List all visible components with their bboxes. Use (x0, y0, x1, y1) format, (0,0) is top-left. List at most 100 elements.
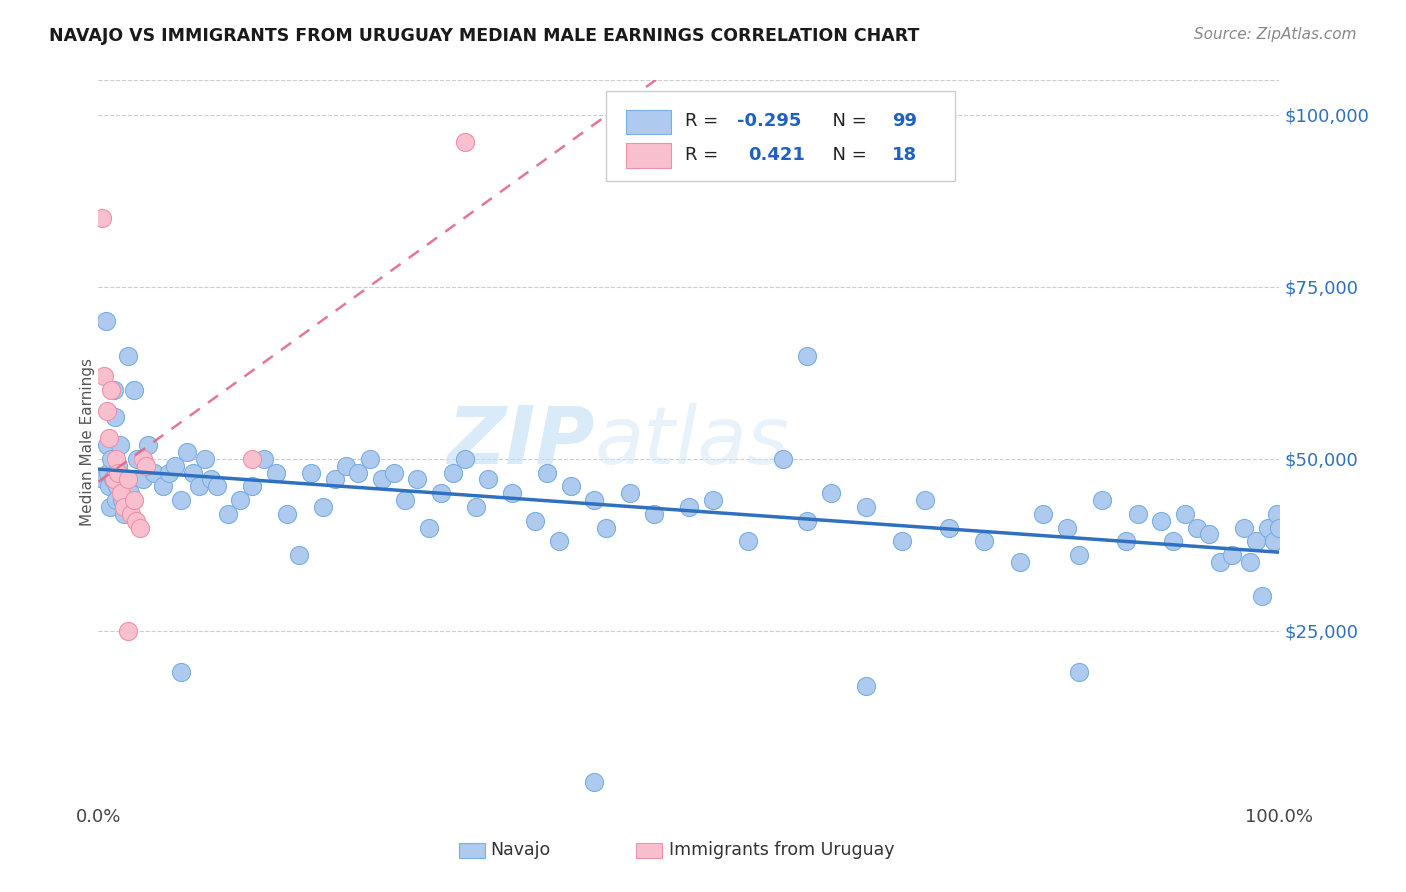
Point (1150, 514, 1173, 528)
Point (229, 493, 252, 508)
Point (187, 479, 209, 493)
Point (98, 500, 121, 514)
Text: R =: R = (685, 112, 724, 130)
Point (205, 479, 228, 493)
Point (170, 665, 193, 679)
Point (101, 472, 124, 486)
Point (276, 507, 298, 521)
Point (165, 458, 187, 473)
Point (453, 451, 475, 466)
Point (105, 479, 128, 493)
Text: N =: N = (821, 145, 873, 163)
Point (100, 451, 122, 466)
FancyBboxPatch shape (626, 143, 671, 168)
Point (120, 486, 142, 500)
Point (394, 493, 416, 508)
Point (103, 472, 125, 486)
Point (453, 135, 475, 149)
Point (619, 486, 641, 500)
FancyBboxPatch shape (458, 843, 485, 858)
Point (1067, 665, 1090, 679)
Point (855, 679, 877, 693)
Text: 18: 18 (891, 145, 917, 163)
Point (94, 314, 117, 328)
Point (583, 493, 606, 508)
Point (796, 349, 818, 363)
Point (152, 479, 174, 493)
Point (96, 438, 118, 452)
Point (194, 451, 217, 466)
Point (135, 458, 157, 473)
FancyBboxPatch shape (606, 91, 955, 181)
Point (359, 451, 381, 466)
Text: N =: N = (821, 112, 873, 130)
Point (418, 520, 440, 534)
Point (91, 472, 114, 486)
Point (1115, 534, 1137, 549)
Text: atlas: atlas (595, 402, 789, 481)
Point (107, 458, 129, 473)
Point (288, 548, 311, 562)
Point (382, 466, 405, 480)
Point (157, 466, 180, 480)
Point (122, 493, 145, 508)
Point (1220, 548, 1243, 562)
Point (737, 534, 759, 549)
Point (127, 451, 149, 466)
Point (111, 493, 134, 508)
Point (132, 472, 155, 486)
Point (430, 486, 453, 500)
Point (105, 451, 128, 466)
Point (536, 466, 558, 480)
Point (142, 466, 165, 480)
Point (973, 534, 995, 549)
Point (1161, 534, 1184, 549)
Point (1198, 527, 1220, 541)
Text: ZIP: ZIP (447, 402, 595, 481)
Point (1244, 534, 1267, 549)
Point (100, 383, 122, 397)
Text: R =: R = (685, 145, 730, 163)
Point (583, 775, 606, 789)
Point (560, 479, 582, 493)
Point (132, 451, 155, 466)
Point (1233, 520, 1256, 534)
Point (1268, 520, 1291, 534)
Point (108, 438, 131, 452)
Point (104, 410, 127, 425)
Point (323, 472, 346, 486)
Point (938, 520, 960, 534)
Point (477, 472, 499, 486)
Point (122, 383, 145, 397)
Point (117, 624, 139, 638)
Point (107, 466, 129, 480)
Point (96, 403, 118, 417)
Text: -0.295: -0.295 (737, 112, 801, 130)
Point (121, 507, 143, 521)
Point (548, 534, 571, 549)
Point (441, 466, 464, 480)
Point (117, 349, 139, 363)
Point (524, 514, 547, 528)
Point (1056, 520, 1078, 534)
Point (855, 500, 877, 514)
Point (112, 500, 135, 514)
Point (264, 466, 287, 480)
Point (105, 493, 128, 508)
Text: 99: 99 (891, 112, 917, 130)
Point (117, 472, 139, 486)
Point (643, 507, 665, 521)
FancyBboxPatch shape (636, 843, 662, 858)
Point (253, 451, 276, 466)
Point (240, 479, 263, 493)
Point (678, 500, 700, 514)
Text: Source: ZipAtlas.com: Source: ZipAtlas.com (1194, 27, 1357, 42)
Point (128, 520, 150, 534)
Y-axis label: Median Male Earnings: Median Male Earnings (80, 358, 94, 525)
Point (1032, 507, 1054, 521)
Point (98, 431, 121, 445)
Point (371, 472, 394, 486)
Point (1091, 493, 1114, 508)
Point (465, 500, 488, 514)
Point (136, 438, 159, 452)
